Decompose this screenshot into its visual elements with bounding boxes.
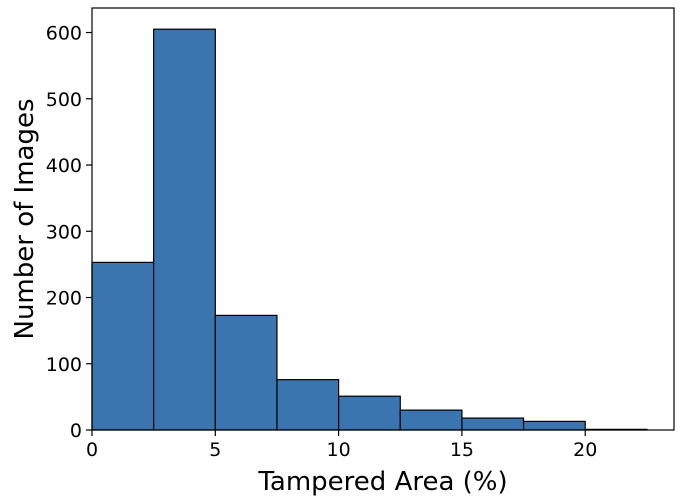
histogram-bar-6 [461,417,525,431]
histogram-bar-0 [91,261,155,431]
x-tick-label: 5 [209,439,221,461]
histogram-bar-3 [276,379,340,431]
histogram-bar-7 [522,420,586,431]
y-tick-label: 600 [46,23,82,45]
y-tick-label: 500 [46,89,82,111]
histogram-bar-5 [399,409,463,431]
y-axis-ticks: 0 100 200 300 400 500 600 [46,23,92,442]
x-tick-label: 0 [86,439,98,461]
y-tick-label: 200 [46,288,82,310]
x-axis-ticks: 0 5 10 15 20 [86,430,597,461]
y-tick-label: 300 [46,221,82,243]
x-tick-label: 15 [450,439,474,461]
x-tick-label: 10 [327,439,351,461]
y-tick-label: 400 [46,155,82,177]
histogram-bar-4 [338,395,401,431]
x-tick-label: 20 [573,439,597,461]
bars-group [91,28,648,431]
y-tick-label: 100 [46,354,82,376]
plot-frame [91,7,675,431]
y-axis-label: Number of Images [10,98,40,339]
histogram-bar-1 [153,28,216,431]
x-axis-label: Tampered Area (%) [257,467,507,497]
histogram-bar-2 [214,314,278,431]
y-tick-label: 0 [70,420,82,442]
